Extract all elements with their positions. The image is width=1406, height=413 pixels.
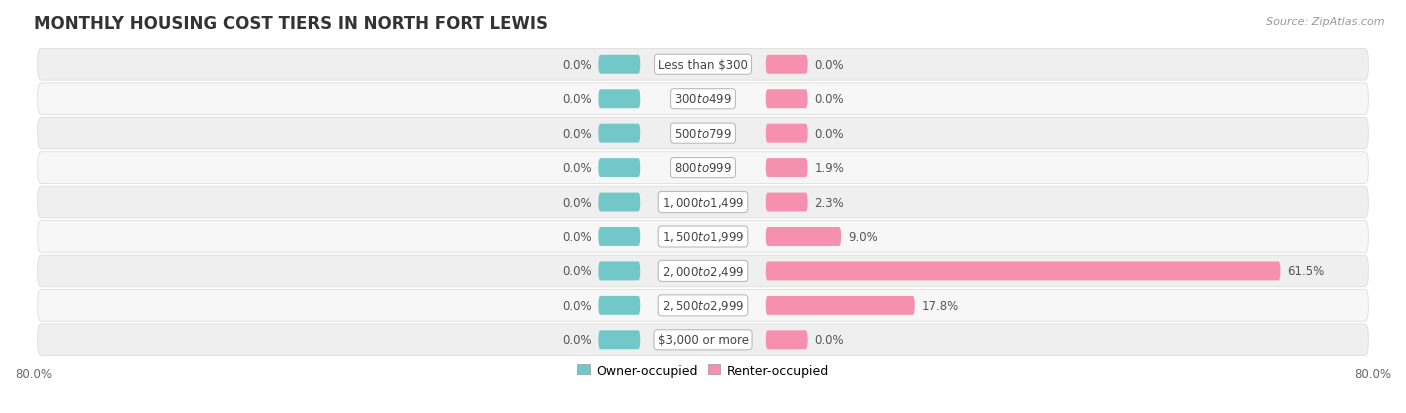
FancyBboxPatch shape xyxy=(766,159,807,178)
FancyBboxPatch shape xyxy=(38,221,1368,253)
FancyBboxPatch shape xyxy=(38,187,1368,218)
FancyBboxPatch shape xyxy=(766,330,807,349)
FancyBboxPatch shape xyxy=(766,56,807,75)
FancyBboxPatch shape xyxy=(38,256,1368,287)
FancyBboxPatch shape xyxy=(599,296,640,315)
FancyBboxPatch shape xyxy=(38,290,1368,321)
FancyBboxPatch shape xyxy=(599,124,640,143)
FancyBboxPatch shape xyxy=(599,56,640,75)
FancyBboxPatch shape xyxy=(766,296,915,315)
Text: $300 to $499: $300 to $499 xyxy=(673,93,733,106)
Text: 0.0%: 0.0% xyxy=(562,59,592,71)
Text: $2,000 to $2,499: $2,000 to $2,499 xyxy=(662,264,744,278)
Text: Less than $300: Less than $300 xyxy=(658,59,748,71)
FancyBboxPatch shape xyxy=(38,84,1368,115)
FancyBboxPatch shape xyxy=(599,159,640,178)
Text: 0.0%: 0.0% xyxy=(562,299,592,312)
Text: 0.0%: 0.0% xyxy=(562,93,592,106)
Text: 0.0%: 0.0% xyxy=(562,196,592,209)
Text: 61.5%: 61.5% xyxy=(1286,265,1324,278)
Text: 0.0%: 0.0% xyxy=(814,333,844,347)
FancyBboxPatch shape xyxy=(766,193,807,212)
Text: $2,500 to $2,999: $2,500 to $2,999 xyxy=(662,299,744,313)
Text: 17.8%: 17.8% xyxy=(921,299,959,312)
FancyBboxPatch shape xyxy=(38,49,1368,81)
FancyBboxPatch shape xyxy=(599,90,640,109)
Text: $3,000 or more: $3,000 or more xyxy=(658,333,748,347)
Text: Source: ZipAtlas.com: Source: ZipAtlas.com xyxy=(1267,17,1385,26)
FancyBboxPatch shape xyxy=(599,228,640,246)
Text: 0.0%: 0.0% xyxy=(562,162,592,175)
FancyBboxPatch shape xyxy=(599,262,640,281)
FancyBboxPatch shape xyxy=(766,90,807,109)
Text: 2.3%: 2.3% xyxy=(814,196,844,209)
Text: 9.0%: 9.0% xyxy=(848,230,877,243)
FancyBboxPatch shape xyxy=(599,330,640,349)
Legend: Owner-occupied, Renter-occupied: Owner-occupied, Renter-occupied xyxy=(572,359,834,382)
Text: $1,500 to $1,999: $1,500 to $1,999 xyxy=(662,230,744,244)
FancyBboxPatch shape xyxy=(766,228,841,246)
Text: 0.0%: 0.0% xyxy=(814,127,844,140)
FancyBboxPatch shape xyxy=(38,118,1368,150)
Text: 0.0%: 0.0% xyxy=(562,333,592,347)
FancyBboxPatch shape xyxy=(766,124,807,143)
Text: $800 to $999: $800 to $999 xyxy=(673,162,733,175)
Text: 0.0%: 0.0% xyxy=(814,93,844,106)
Text: $1,000 to $1,499: $1,000 to $1,499 xyxy=(662,196,744,209)
Text: 0.0%: 0.0% xyxy=(814,59,844,71)
FancyBboxPatch shape xyxy=(766,262,1281,281)
Text: 0.0%: 0.0% xyxy=(562,265,592,278)
Text: MONTHLY HOUSING COST TIERS IN NORTH FORT LEWIS: MONTHLY HOUSING COST TIERS IN NORTH FORT… xyxy=(34,15,547,33)
FancyBboxPatch shape xyxy=(38,324,1368,356)
Text: 1.9%: 1.9% xyxy=(814,162,844,175)
Text: 0.0%: 0.0% xyxy=(562,127,592,140)
Text: $500 to $799: $500 to $799 xyxy=(673,127,733,140)
FancyBboxPatch shape xyxy=(38,152,1368,184)
Text: 0.0%: 0.0% xyxy=(562,230,592,243)
FancyBboxPatch shape xyxy=(599,193,640,212)
